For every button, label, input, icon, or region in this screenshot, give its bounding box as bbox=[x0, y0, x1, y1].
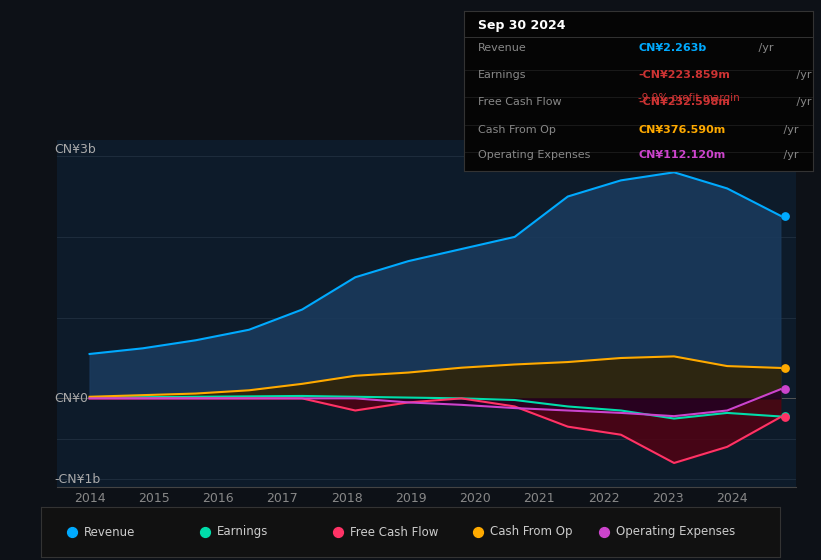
Point bbox=[598, 528, 611, 536]
Text: -CN¥232.598m: -CN¥232.598m bbox=[639, 97, 730, 108]
Text: Free Cash Flow: Free Cash Flow bbox=[478, 97, 562, 108]
Text: Operating Expenses: Operating Expenses bbox=[616, 525, 735, 539]
Text: /yr: /yr bbox=[793, 70, 812, 80]
Point bbox=[332, 528, 345, 536]
Text: Revenue: Revenue bbox=[478, 43, 526, 53]
Text: Earnings: Earnings bbox=[217, 525, 268, 539]
Text: -9.9% profit margin: -9.9% profit margin bbox=[639, 92, 740, 102]
Text: Cash From Op: Cash From Op bbox=[478, 124, 556, 134]
Point bbox=[779, 363, 792, 372]
Text: CN¥0: CN¥0 bbox=[54, 392, 88, 405]
Text: CN¥112.120m: CN¥112.120m bbox=[639, 150, 726, 160]
Point bbox=[472, 528, 485, 536]
Text: -CN¥1b: -CN¥1b bbox=[54, 473, 100, 486]
Point bbox=[66, 528, 79, 536]
Text: CN¥376.590m: CN¥376.590m bbox=[639, 124, 726, 134]
Text: Earnings: Earnings bbox=[478, 70, 526, 80]
Point bbox=[199, 528, 212, 536]
Text: Operating Expenses: Operating Expenses bbox=[478, 150, 590, 160]
Text: CN¥3b: CN¥3b bbox=[54, 143, 96, 156]
Text: Free Cash Flow: Free Cash Flow bbox=[350, 525, 438, 539]
Text: CN¥2.263b: CN¥2.263b bbox=[639, 43, 707, 53]
Text: Cash From Op: Cash From Op bbox=[490, 525, 573, 539]
Point bbox=[779, 385, 792, 394]
Text: /yr: /yr bbox=[793, 97, 812, 108]
Text: /yr: /yr bbox=[754, 43, 773, 53]
Text: -CN¥223.859m: -CN¥223.859m bbox=[639, 70, 730, 80]
Text: /yr: /yr bbox=[780, 150, 799, 160]
Point bbox=[779, 413, 792, 422]
Text: /yr: /yr bbox=[780, 124, 799, 134]
Point bbox=[779, 211, 792, 220]
Text: Revenue: Revenue bbox=[84, 525, 135, 539]
Point bbox=[779, 412, 792, 421]
Text: Sep 30 2024: Sep 30 2024 bbox=[478, 19, 566, 32]
